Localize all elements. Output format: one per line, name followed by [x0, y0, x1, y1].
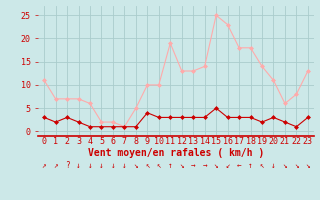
Text: ↓: ↓	[122, 161, 127, 170]
Text: ↘: ↘	[133, 161, 138, 170]
Text: ↖: ↖	[145, 161, 150, 170]
Text: →: →	[191, 161, 196, 170]
Text: ↘: ↘	[180, 161, 184, 170]
Text: ↖: ↖	[260, 161, 264, 170]
Text: ↓: ↓	[76, 161, 81, 170]
Text: ↗: ↗	[42, 161, 46, 170]
Text: ↗: ↗	[53, 161, 58, 170]
Text: ↓: ↓	[88, 161, 92, 170]
Text: ↓: ↓	[271, 161, 276, 170]
Text: ↘: ↘	[306, 161, 310, 170]
Text: ?: ?	[65, 161, 69, 170]
Text: ↑: ↑	[168, 161, 172, 170]
Text: ↖: ↖	[156, 161, 161, 170]
Text: ↑: ↑	[248, 161, 253, 170]
Text: ↘: ↘	[283, 161, 287, 170]
Text: →: →	[202, 161, 207, 170]
Text: ←: ←	[237, 161, 241, 170]
Text: ↓: ↓	[99, 161, 104, 170]
Text: ↘: ↘	[214, 161, 219, 170]
Text: ↓: ↓	[111, 161, 115, 170]
X-axis label: Vent moyen/en rafales ( km/h ): Vent moyen/en rafales ( km/h )	[88, 148, 264, 158]
Text: ↙: ↙	[225, 161, 230, 170]
Text: ↘: ↘	[294, 161, 299, 170]
